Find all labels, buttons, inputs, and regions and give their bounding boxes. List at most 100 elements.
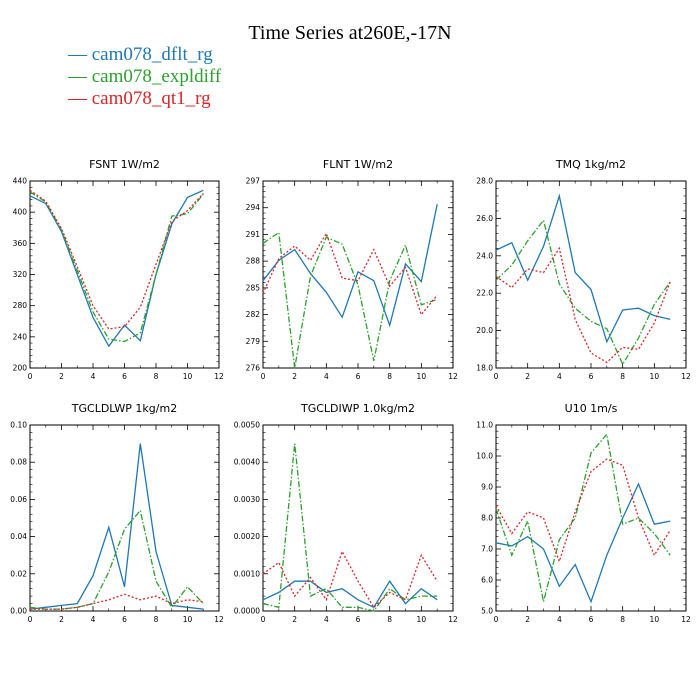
series-line-cam078-dflt-rg [495,193,671,344]
series-line-cam078-dflt-rg [495,482,671,604]
legend-line-dflt: — [68,44,92,65]
x-tick-label: 2 [292,372,297,381]
x-tick-label: 4 [91,615,96,624]
legend-label-dflt: cam078_dflt_rg [91,44,213,65]
y-tick-label: 294 [246,203,261,212]
x-tick-label: 12 [214,615,224,624]
x-tick-label: 6 [122,372,127,381]
x-tick-label: 6 [589,372,594,381]
y-tick-label: 8.0 [481,514,493,523]
x-tick-label: 12 [448,615,458,624]
y-tick-label: 0.06 [10,495,27,504]
x-tick-label: 6 [122,615,127,624]
y-tick-label: 400 [13,208,28,217]
figure-title: Time Series at260E,-17N [248,22,452,44]
y-tick-label: 10.0 [476,452,493,461]
x-tick-label: 0 [28,372,33,381]
series-line-cam078-expldiff [262,231,438,369]
y-tick-label: 360 [13,239,28,248]
y-tick-label: 0.0040 [234,458,260,467]
panel-title: U10 1m/s [565,402,618,415]
panel-title: TMQ 1kg/m2 [555,158,626,171]
plot-frame [495,180,687,369]
panel-3: TGCLDLWP 1kg/m2 0.00 0.02 0.04 0.06 0.08 0.10 0… [10,402,224,624]
series-line-cam078-qt1-rg [495,458,671,564]
series-line-cam078-expldiff [495,432,671,602]
y-tick-label: 279 [246,337,261,346]
x-tick-label: 6 [356,372,361,381]
legend-line-qt1: — [68,88,92,109]
x-tick-label: 10 [650,372,660,381]
y-tick-label: 11.0 [476,421,493,430]
x-tick-label: 0 [494,615,499,624]
x-tick-label: 4 [557,615,562,624]
series-line-cam078-qt1-rg [30,593,204,610]
panel-title: TGCLDLWP 1kg/m2 [71,402,177,415]
series-line-cam078-qt1-rg [262,231,438,316]
x-tick-label: 4 [324,372,329,381]
legend-label-expldiff: cam078_expldiff [91,66,222,87]
legend-label-qt1: cam078_qt1_rg [91,88,211,109]
y-tick-label: 24.0 [476,251,493,260]
y-tick-label: 0.04 [10,532,27,541]
x-tick-label: 10 [183,615,193,624]
series-line-cam078-dflt-rg [262,580,438,609]
x-tick-label: 12 [448,372,458,381]
x-tick-label: 10 [183,372,193,381]
panel-0: FSNT 1W/m2 200 240 280 320 360 400 440 0 2 4 6 8 10 12 [13,158,224,381]
x-tick-label: 12 [681,615,691,624]
series-line-cam078-qt1-rg [495,246,671,364]
x-tick-label: 12 [681,372,691,381]
x-tick-label: 8 [154,615,159,624]
y-tick-label: 0.0010 [234,569,260,578]
panel-title: FSNT 1W/m2 [89,158,160,171]
y-tick-label: 0.02 [10,569,27,578]
x-tick-label: 2 [59,372,64,381]
x-tick-label: 8 [620,372,625,381]
y-tick-label: 0.08 [10,458,27,467]
panel-2: TMQ 1kg/m2 18.0 20.0 22.0 24.0 26.0 28.0 0 2 4 6 8 1… [476,158,691,381]
y-tick-label: 18.0 [476,364,493,373]
x-tick-label: 0 [261,615,266,624]
y-tick-label: 0.0020 [234,532,260,541]
x-tick-label: 6 [589,615,594,624]
y-tick-label: 5.0 [481,607,493,616]
x-tick-label: 0 [494,372,499,381]
x-tick-label: 4 [557,372,562,381]
panel-5: U10 1m/s 5.0 6.0 7.0 8.0 9.0 10.0 11.0 0 2 4 6 8 10 12 [476,402,691,624]
x-tick-label: 2 [59,615,64,624]
y-tick-label: 320 [13,270,28,279]
y-tick-label: 0.0000 [234,607,260,616]
panel-title: TGCLDIWP 1.0kg/m2 [300,402,415,415]
y-tick-label: 297 [246,177,261,186]
x-tick-label: 2 [292,615,297,624]
y-tick-label: 276 [246,364,261,373]
x-tick-label: 0 [28,615,33,624]
x-tick-label: 0 [261,372,266,381]
x-tick-label: 8 [387,615,392,624]
legend-line-expldiff: — [68,66,92,87]
y-tick-label: 240 [13,332,28,341]
y-tick-label: 28.0 [476,177,493,186]
series-line-cam078-expldiff [29,509,204,610]
legend-item-dflt: — cam078_dflt_rg [68,44,221,66]
y-tick-label: 9.0 [481,483,493,492]
y-tick-label: 22.0 [476,289,493,298]
y-tick-label: 280 [13,301,28,310]
y-tick-label: 0.10 [10,421,27,430]
x-tick-label: 2 [525,615,530,624]
series-line-cam078-expldiff [262,443,438,612]
y-tick-label: 285 [246,283,261,292]
y-tick-label: 0.00 [10,607,27,616]
y-tick-label: 291 [246,230,261,239]
y-tick-label: 7.0 [481,545,493,554]
y-tick-label: 6.0 [481,576,493,585]
x-tick-label: 4 [324,615,329,624]
legend: — cam078_dflt_rg — cam078_expldiff — cam… [68,44,221,110]
series-line-cam078-dflt-rg [262,204,438,328]
legend-item-expldiff: — cam078_expldiff [68,66,221,88]
y-tick-label: 0.0050 [234,421,260,430]
series-line-cam078-dflt-rg [29,189,204,348]
series-line-cam078-qt1-rg [29,189,204,330]
